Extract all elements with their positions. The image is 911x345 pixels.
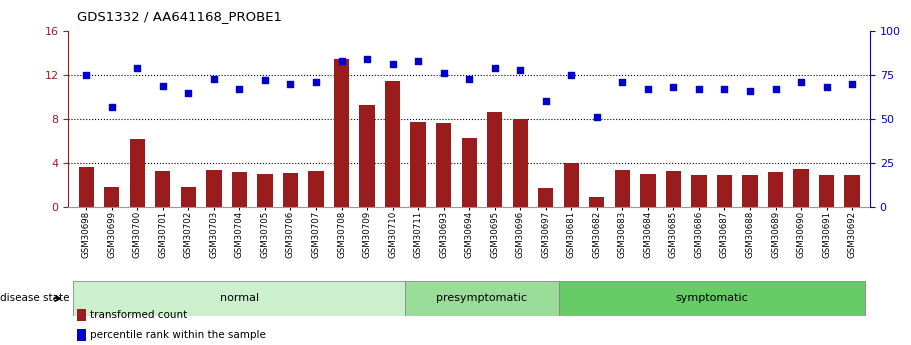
Point <box>181 90 196 95</box>
Bar <box>104 187 119 207</box>
Bar <box>282 173 298 207</box>
Bar <box>74 281 405 316</box>
Bar <box>405 281 558 316</box>
Point <box>691 86 706 92</box>
Bar <box>793 168 809 207</box>
Bar <box>333 59 349 207</box>
Point <box>666 85 681 90</box>
Bar <box>717 175 732 207</box>
Point <box>819 85 834 90</box>
Bar <box>359 105 374 207</box>
Point <box>717 86 732 92</box>
Bar <box>538 188 553 207</box>
Bar <box>666 171 681 207</box>
Bar <box>257 174 272 207</box>
Point <box>411 58 425 64</box>
Text: disease state: disease state <box>0 294 69 303</box>
Point <box>513 67 527 72</box>
Bar <box>564 163 579 207</box>
Bar <box>385 80 400 207</box>
Bar <box>78 167 94 207</box>
Point <box>258 78 272 83</box>
Text: GDS1332 / AA641168_PROBE1: GDS1332 / AA641168_PROBE1 <box>77 10 282 23</box>
Bar <box>615 170 630 207</box>
Text: symptomatic: symptomatic <box>675 294 748 303</box>
Point <box>589 115 604 120</box>
Text: transformed count: transformed count <box>89 310 187 320</box>
Point <box>207 76 221 81</box>
Bar <box>768 172 783 207</box>
Bar <box>129 139 145 207</box>
Point <box>793 79 808 85</box>
Bar <box>308 171 323 207</box>
Point <box>462 76 476 81</box>
Bar <box>180 187 196 207</box>
Point <box>640 86 655 92</box>
Point <box>768 86 783 92</box>
Text: percentile rank within the sample: percentile rank within the sample <box>89 330 266 340</box>
Point <box>130 65 145 71</box>
Bar <box>206 170 221 207</box>
Point <box>156 83 170 88</box>
Point <box>615 79 630 85</box>
Point <box>385 62 400 67</box>
Bar <box>411 122 425 207</box>
Point <box>436 70 451 76</box>
Bar <box>436 124 451 207</box>
Bar <box>589 197 605 207</box>
Point <box>844 81 859 87</box>
Point <box>334 58 349 64</box>
Bar <box>231 172 247 207</box>
Bar <box>487 112 502 207</box>
Bar <box>155 171 170 207</box>
Point <box>232 86 247 92</box>
Bar <box>77 329 86 341</box>
Point <box>309 79 323 85</box>
Bar <box>742 175 758 207</box>
Text: presymptomatic: presymptomatic <box>436 294 527 303</box>
Point <box>538 99 553 104</box>
Bar <box>844 175 860 207</box>
Bar <box>77 309 86 321</box>
Point <box>105 104 119 109</box>
Bar <box>819 175 834 207</box>
Bar <box>513 119 527 207</box>
Point <box>487 65 502 71</box>
Point <box>742 88 757 93</box>
Bar <box>462 138 476 207</box>
Bar <box>640 174 656 207</box>
Bar <box>691 175 707 207</box>
Text: normal: normal <box>220 294 259 303</box>
Point <box>79 72 94 78</box>
Bar <box>558 281 865 316</box>
Point <box>360 57 374 62</box>
Point <box>564 72 578 78</box>
Point <box>283 81 298 87</box>
